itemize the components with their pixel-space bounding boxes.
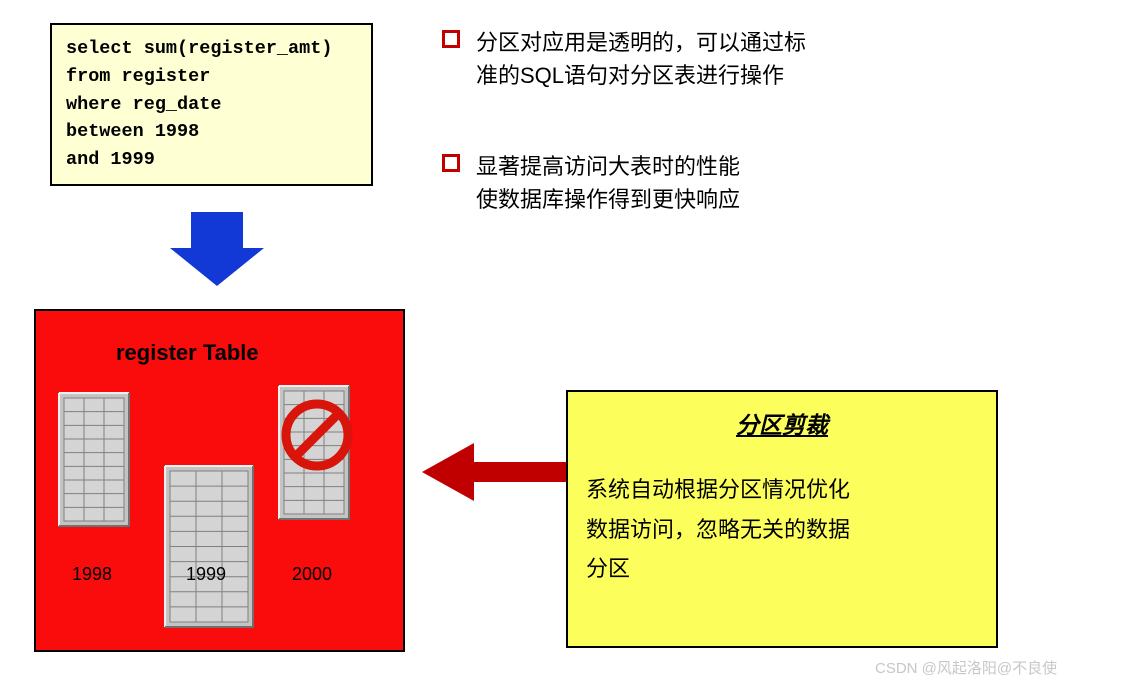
no-entry-icon bbox=[277, 395, 357, 475]
year-label: 1998 bbox=[72, 564, 112, 585]
bullet-square-icon bbox=[442, 154, 460, 172]
bullet-square-icon bbox=[442, 30, 460, 48]
partition-pruning-callout: 分区剪裁系统自动根据分区情况优化数据访问，忽略无关的数据分区 bbox=[566, 390, 998, 648]
partition-disk-icon bbox=[58, 392, 130, 527]
sql-code: select sum(register_amt) from register w… bbox=[66, 35, 357, 174]
sql-query-box: select sum(register_amt) from register w… bbox=[50, 23, 373, 186]
bullet-item: 分区对应用是透明的，可以通过标准的SQL语句对分区表进行操作 bbox=[442, 26, 806, 92]
bullet-item: 显著提高访问大表时的性能使数据库操作得到更快响应 bbox=[442, 150, 740, 216]
down-arrow-icon bbox=[170, 212, 264, 286]
watermark-text: CSDN @风起洛阳@不良使 bbox=[875, 657, 1057, 678]
bullet-text: 显著提高访问大表时的性能使数据库操作得到更快响应 bbox=[476, 150, 740, 216]
callout-body: 系统自动根据分区情况优化数据访问，忽略无关的数据分区 bbox=[586, 470, 978, 589]
year-label: 2000 bbox=[292, 564, 332, 585]
bullet-text: 分区对应用是透明的，可以通过标准的SQL语句对分区表进行操作 bbox=[476, 26, 806, 92]
year-label: 1999 bbox=[186, 564, 226, 585]
panel-title: register Table bbox=[116, 340, 259, 366]
partition-disk-icon bbox=[164, 465, 254, 628]
callout-title: 分区剪裁 bbox=[586, 406, 978, 440]
